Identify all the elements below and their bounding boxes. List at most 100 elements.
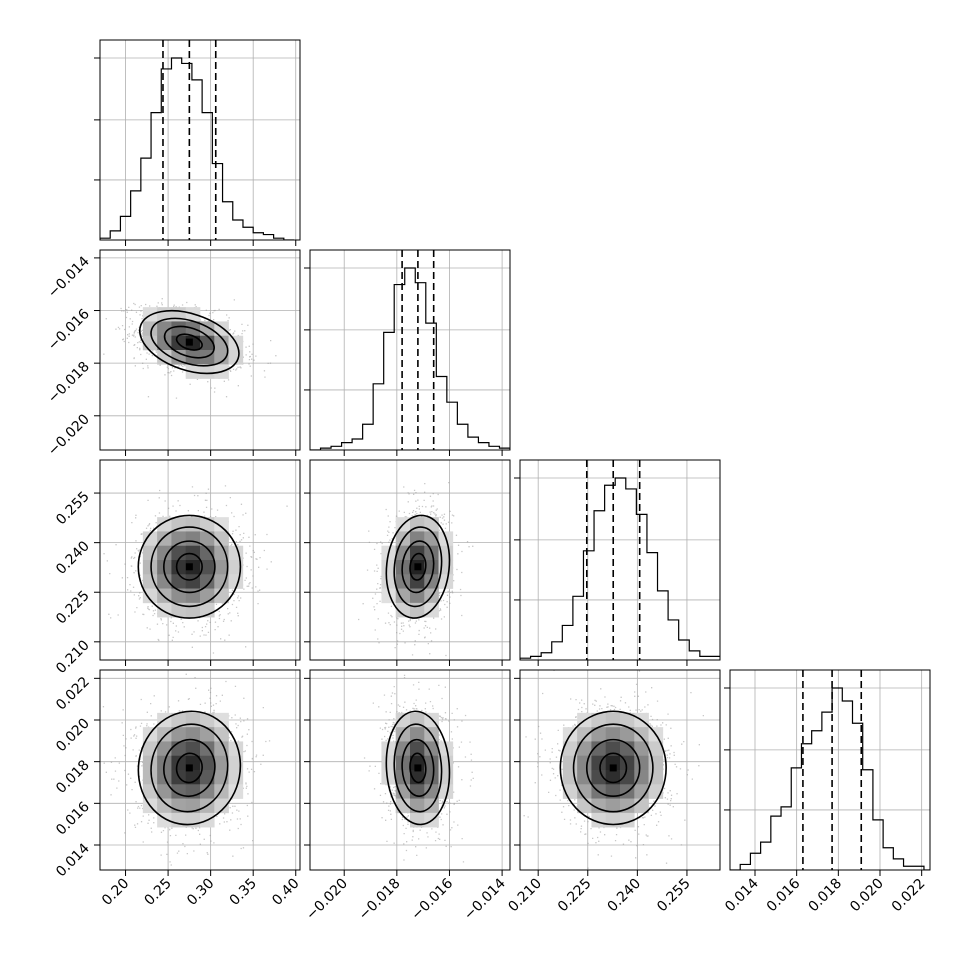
contour-line — [137, 710, 242, 826]
contour-line — [401, 738, 435, 798]
density-peak — [185, 764, 193, 772]
density-cell — [200, 784, 215, 799]
contour-line — [559, 710, 667, 826]
y-tick-label: 0.018 — [53, 757, 93, 797]
density-peak — [185, 563, 193, 571]
density-cell — [591, 727, 607, 742]
density-cell — [410, 812, 425, 828]
contour-line — [572, 723, 654, 813]
x-tick-label: 0.018 — [805, 876, 845, 916]
x-tick-label: 0.020 — [847, 876, 887, 916]
density-cell — [228, 784, 244, 799]
density-peak — [414, 563, 422, 571]
pair-panel-1-3: −0.020 −0.018 −0.016 −0.014 — [303, 669, 511, 924]
x-tick-label: 0.40 — [269, 876, 302, 909]
density-cell — [200, 364, 215, 379]
density-cell — [438, 574, 454, 589]
density-cell — [395, 712, 411, 728]
y-tick-label: −0.020 — [45, 411, 93, 459]
density-cell — [185, 517, 201, 532]
density-cell — [424, 741, 439, 757]
density-layer — [523, 670, 704, 869]
x-tick-label: 0.35 — [227, 876, 260, 909]
density-peak — [185, 338, 193, 346]
density-cell — [381, 560, 397, 575]
density-cell — [605, 741, 621, 757]
x-tick-label: 0.255 — [654, 876, 694, 916]
density-cell — [424, 560, 439, 575]
density-cell — [214, 560, 229, 575]
x-tick-label: −0.014 — [461, 875, 509, 923]
density-cell — [142, 588, 158, 604]
panel-frame — [99, 669, 301, 871]
density-cell — [185, 531, 201, 547]
density-cell — [142, 531, 158, 547]
contour-line — [175, 752, 203, 784]
density-cell — [171, 560, 187, 575]
density-cell — [157, 335, 172, 351]
density-cell — [634, 755, 649, 771]
y-tick-label: −0.018 — [45, 359, 93, 407]
density-cell — [200, 712, 215, 728]
contour-line — [137, 514, 242, 619]
density-cell — [157, 545, 172, 561]
density-cell — [200, 531, 215, 547]
panel-frame — [309, 249, 511, 451]
contour-line — [393, 526, 443, 608]
density-cell — [395, 602, 411, 618]
density-cell — [395, 784, 411, 799]
density-cell — [395, 560, 411, 575]
density-cell — [171, 712, 187, 728]
density-cell — [381, 741, 397, 757]
y-tick-label: −0.016 — [45, 306, 93, 354]
density-cell — [200, 574, 215, 589]
density-cell — [381, 574, 397, 589]
density-cell — [410, 727, 425, 742]
panel-frame — [309, 669, 511, 871]
y-tick-label: 0.014 — [53, 840, 93, 880]
panel-frame — [99, 249, 301, 451]
density-cell — [171, 741, 187, 757]
y-tick-label: 0.210 — [53, 637, 93, 677]
density-cell — [424, 784, 439, 799]
histogram-panel-2 — [514, 459, 721, 666]
contour-line — [163, 738, 216, 798]
density-cell — [185, 798, 201, 814]
density-cell — [577, 741, 592, 757]
histogram-panel-1 — [304, 249, 511, 456]
density-cell — [438, 741, 454, 757]
density-cell — [157, 574, 172, 589]
density-cell — [157, 784, 172, 799]
density-cell — [424, 770, 439, 785]
density-cell — [200, 727, 215, 742]
panel-frame — [309, 459, 511, 661]
density-cell — [157, 602, 172, 618]
histogram-panel-3: 0.014 0.016 0.018 0.020 0.022 — [722, 669, 931, 916]
panel-frame — [519, 459, 721, 661]
x-tick-label: 0.25 — [142, 876, 175, 909]
contour-line — [138, 309, 240, 375]
contour-line — [150, 723, 229, 813]
density-cell — [214, 755, 229, 771]
density-cell — [395, 574, 411, 589]
y-tick-label: 0.240 — [53, 538, 93, 578]
x-tick-label: −0.016 — [408, 875, 456, 923]
density-cell — [577, 784, 592, 799]
contour-line — [150, 526, 229, 608]
x-tick-label: −0.020 — [303, 876, 351, 924]
contour-line — [401, 540, 435, 594]
density-layer — [103, 298, 277, 399]
density-cell — [214, 517, 229, 532]
density-cell — [171, 755, 187, 771]
histogram-step-line — [520, 477, 720, 660]
density-cell — [395, 798, 411, 814]
density-cell — [142, 560, 158, 575]
density-cell — [424, 755, 439, 771]
density-cell — [395, 588, 411, 604]
histogram-step-line — [100, 57, 295, 240]
density-layer — [363, 674, 474, 863]
density-layer — [102, 673, 271, 866]
density-cell — [381, 755, 397, 771]
